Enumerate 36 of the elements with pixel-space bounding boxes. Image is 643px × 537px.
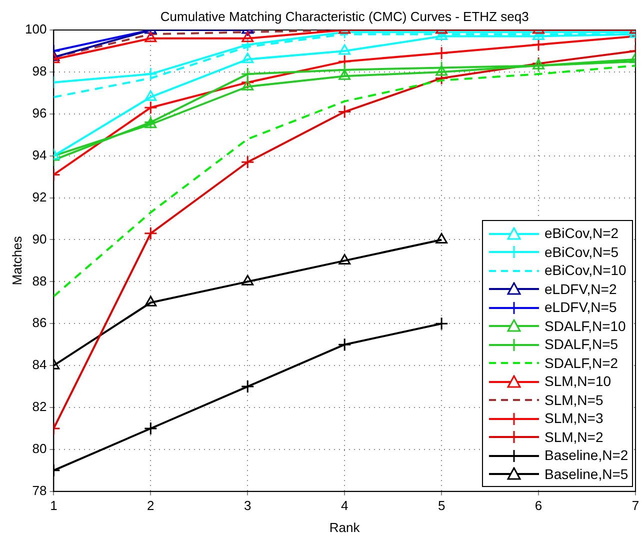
y-tick-label: 98 (32, 64, 47, 79)
legend-label: Baseline,N=2 (544, 446, 628, 465)
legend-label: eBiCov,N=2 (544, 224, 619, 243)
y-tick-label: 92 (32, 189, 47, 204)
y-axis-title: Matches (10, 236, 25, 286)
x-tick-label: 4 (340, 498, 348, 513)
x-tick-label: 5 (438, 498, 446, 513)
x-tick-label: 3 (244, 498, 252, 513)
x-tick-label: 7 (632, 498, 640, 513)
legend-label: eLDFV,N=5 (544, 298, 617, 317)
legend-label: SLM,N=2 (544, 428, 604, 446)
legend-label: Baseline,N=5 (544, 464, 628, 484)
y-tick-label: 80 (32, 441, 47, 456)
legend-label: SDALF,N=10 (544, 316, 626, 336)
y-tick-label: 82 (32, 399, 47, 414)
legend-label: SDALF,N=2 (544, 354, 618, 372)
legend-label: eLDFV,N=2 (544, 280, 617, 298)
legend-label: SDALF,N=5 (544, 335, 618, 354)
legend-label: SLM,N=3 (544, 409, 604, 428)
y-tick-label: 100 (24, 22, 47, 37)
legend-label: eBiCov,N=5 (544, 242, 619, 262)
x-tick-label: 6 (534, 498, 542, 513)
legend-label: SLM,N=10 (544, 372, 612, 391)
y-tick-label: 86 (32, 315, 47, 330)
legend-label: eBiCov,N=10 (544, 261, 626, 280)
legend-label: SLM,N=5 (544, 390, 604, 410)
y-tick-label: 90 (32, 231, 47, 246)
y-tick-label: 84 (32, 357, 47, 372)
x-tick-label: 1 (50, 498, 58, 513)
y-tick-label: 78 (32, 482, 47, 498)
y-tick-label: 88 (32, 273, 47, 288)
chart-title: Cumulative Matching Characteristic (CMC) Curves - ETHZ seq3 (160, 9, 529, 24)
y-tick-label: 94 (32, 147, 47, 162)
x-tick-label: 2 (147, 498, 154, 513)
y-tick-label: 96 (32, 105, 47, 120)
x-axis-title: Rank (329, 520, 360, 536)
